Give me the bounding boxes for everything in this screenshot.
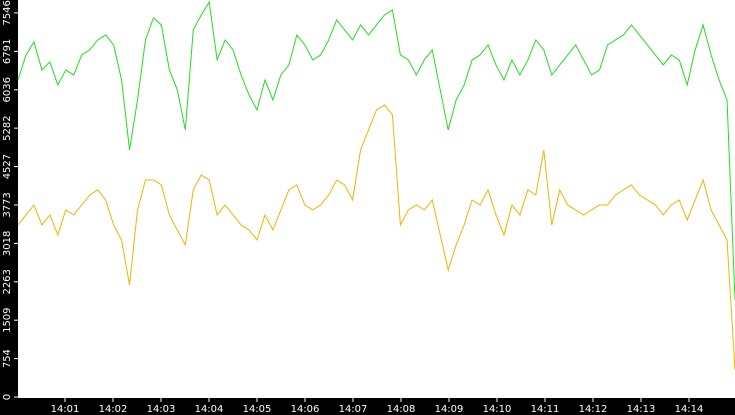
x-tick-label: 14:08	[387, 404, 416, 415]
y-tick-label: 3773	[2, 192, 13, 217]
y-tick-label: 3018	[2, 231, 13, 256]
x-tick-label: 14:02	[99, 404, 128, 415]
x-tick-label: 14:14	[675, 404, 704, 415]
x-tick-label: 14:04	[195, 404, 224, 415]
series-line	[17, 0, 735, 301]
y-tick-label: 1509	[2, 307, 13, 332]
x-tick-label: 14:10	[483, 404, 512, 415]
y-tick-label: 4527	[2, 154, 13, 179]
x-tick-label: 14:13	[627, 404, 656, 415]
x-tick-label: 14:03	[147, 404, 176, 415]
x-tick-label: 14:01	[51, 404, 80, 415]
y-tick-label: 5282	[2, 115, 13, 140]
series-line	[17, 104, 735, 371]
y-axis-band	[0, 0, 18, 415]
x-tick-label: 14:11	[531, 404, 560, 415]
y-tick-label: 7546	[2, 0, 13, 25]
y-tick-label: 6036	[2, 77, 13, 102]
x-tick-label: 14:06	[291, 404, 320, 415]
x-tick-label: 14:07	[339, 404, 368, 415]
y-tick-label: 0	[2, 394, 13, 400]
x-tick-label: 14:12	[579, 404, 608, 415]
x-tick-label: 14:05	[243, 404, 272, 415]
y-tick-label: 2263	[2, 269, 13, 294]
y-tick-label: 6791	[2, 39, 13, 64]
y-tick-label: 754	[2, 349, 13, 368]
x-axis-band	[0, 398, 735, 415]
x-tick-label: 14:09	[435, 404, 464, 415]
